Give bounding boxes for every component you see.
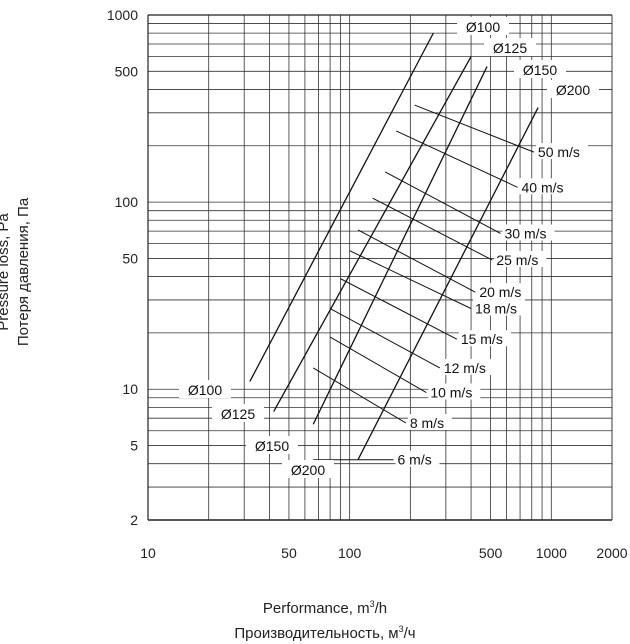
y-tick-label: 5	[130, 438, 138, 454]
diameter-label-3: Ø150	[523, 62, 557, 78]
diameter-label-1: Ø100	[466, 19, 500, 35]
y-tick-label: 2	[130, 512, 138, 528]
diameter-label-4: Ø200	[556, 82, 590, 98]
diameter-label-7: Ø150	[255, 438, 289, 454]
diameter-label-5: Ø100	[188, 382, 222, 398]
velocity-label-9: 30 m/s	[505, 225, 547, 241]
velocity-line-8	[372, 197, 493, 261]
x-axis-label: Performance, m3/h	[262, 599, 388, 617]
velocity-label-6: 18 m/s	[475, 301, 517, 317]
velocity-label-10: 40 m/s	[522, 179, 564, 195]
velocity-label-bg	[535, 143, 588, 160]
diameter-label-bg	[547, 80, 599, 98]
velocity-label-bg	[458, 330, 511, 347]
velocity-label-5: 15 m/s	[461, 331, 503, 347]
velocity-label-bg	[519, 178, 572, 195]
plot-frame	[147, 14, 612, 521]
x-tick-label: 100	[338, 545, 362, 561]
diameter-label-2: Ø125	[493, 40, 527, 56]
velocity-label-bg	[502, 224, 555, 241]
velocity-label-2: 8 m/s	[410, 415, 444, 431]
velocity-label-bg	[407, 413, 452, 430]
x-tick-label: 10	[140, 545, 156, 561]
grid	[148, 15, 613, 520]
series-line-2	[273, 56, 472, 412]
y-tick-label: 500	[115, 63, 139, 79]
diameter-label-bg	[282, 460, 334, 478]
velocity-line-4	[329, 308, 441, 369]
velocity-label-bg	[477, 283, 530, 300]
tick-labels: 10 50 100 500 1000 2000 2 5 10 50 100 500 1000	[107, 7, 628, 561]
diameter-label-bg	[179, 380, 231, 398]
velocity-label-bg	[441, 358, 494, 375]
y-axis-label-alt: Потеря давления, Па	[15, 197, 32, 347]
diameter-label-6: Ø125	[221, 406, 255, 422]
diameter-label-bg	[514, 60, 566, 78]
velocity-label-1: 6 m/s	[398, 452, 432, 468]
velocity-line-7	[357, 229, 476, 293]
velocity-label-bg	[473, 299, 526, 316]
x-tick-label: 500	[479, 545, 503, 561]
velocity-line-10	[395, 130, 518, 188]
diameter-label-8: Ø200	[291, 462, 325, 478]
velocity-line-3	[329, 336, 427, 393]
velocity-lines: 6 m/s 8 m/s 10 m/s 12 m/s 15 m/s 18 m/s20 m/s…	[313, 104, 588, 468]
x-axis-title: Performance, m3/h Производительность, м3…	[234, 594, 415, 644]
y-tick-label: 50	[122, 250, 138, 266]
diameter-label-bg	[212, 404, 264, 422]
velocity-label-4: 12 m/s	[444, 360, 486, 376]
diameter-label-bg	[484, 38, 536, 56]
series-line-3	[312, 66, 488, 425]
series-line-1	[249, 32, 434, 382]
velocity-label-bg	[494, 251, 547, 268]
velocity-label-11: 50 m/s	[538, 144, 580, 160]
diameter-lines	[249, 32, 539, 461]
y-tick-label: 100	[115, 194, 139, 210]
velocity-label-8: 25 m/s	[496, 252, 538, 268]
y-axis-label: Pressure loss, Pa	[0, 213, 12, 331]
velocity-label-7: 20 m/s	[479, 284, 521, 300]
velocity-line-2	[313, 367, 407, 424]
x-tick-label: 1000	[536, 545, 567, 561]
velocity-line-9	[384, 171, 501, 234]
velocity-label-bg	[395, 450, 440, 467]
velocity-line-11	[414, 104, 535, 153]
y-tick-label: 10	[122, 381, 138, 397]
x-tick-label: 50	[281, 545, 297, 561]
velocity-label-bg	[428, 383, 481, 400]
velocity-label-3: 10 m/s	[430, 385, 472, 401]
x-axis-label-alt: Производительность, м3/ч	[234, 624, 416, 642]
series-line-4	[357, 107, 539, 461]
diameter-label-bg	[246, 436, 298, 454]
velocity-line-6	[349, 250, 472, 309]
diameter-label-bg	[457, 17, 509, 35]
velocity-line-5	[340, 278, 458, 340]
y-tick-label: 1000	[107, 7, 138, 23]
x-tick-label: 2000	[596, 545, 627, 561]
